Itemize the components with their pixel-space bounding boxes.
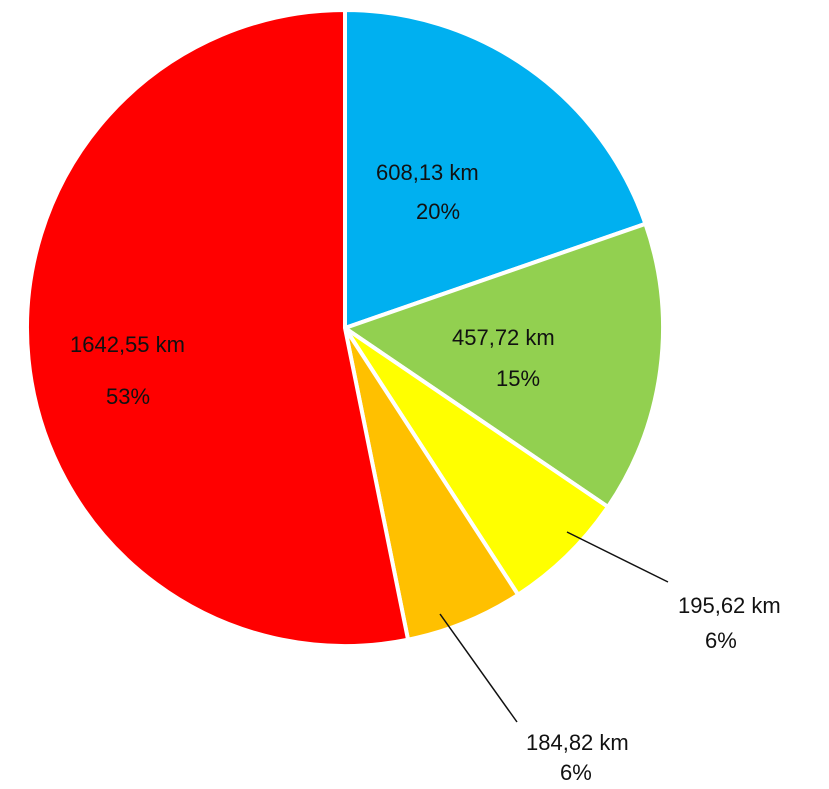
data-label-red-value: 1642,55 km xyxy=(70,332,185,357)
leader-line-yellow xyxy=(566,531,669,583)
data-labels: 608,13 km 20% 457,72 km 15% 195,62 km 6%… xyxy=(70,160,781,785)
data-label-yellow-percent: 6% xyxy=(705,628,737,653)
pie-slice-red xyxy=(25,8,411,648)
data-label-orange-value: 184,82 km xyxy=(526,730,629,755)
leader-lines xyxy=(439,531,669,723)
data-label-red-percent: 53% xyxy=(106,384,150,409)
data-label-blue-percent: 20% xyxy=(416,199,460,224)
data-label-green-percent: 15% xyxy=(496,366,540,391)
pie-slice-orange xyxy=(343,326,521,642)
leader-line-orange xyxy=(439,613,518,723)
data-label-yellow-value: 195,62 km xyxy=(678,593,781,618)
pie-slice-green xyxy=(343,221,665,509)
data-label-blue-value: 608,13 km xyxy=(376,160,479,185)
data-label-orange-percent: 6% xyxy=(560,760,592,785)
pie-slices xyxy=(25,8,665,648)
pie-slice-yellow xyxy=(343,326,610,597)
data-label-green-value: 457,72 km xyxy=(452,325,555,350)
